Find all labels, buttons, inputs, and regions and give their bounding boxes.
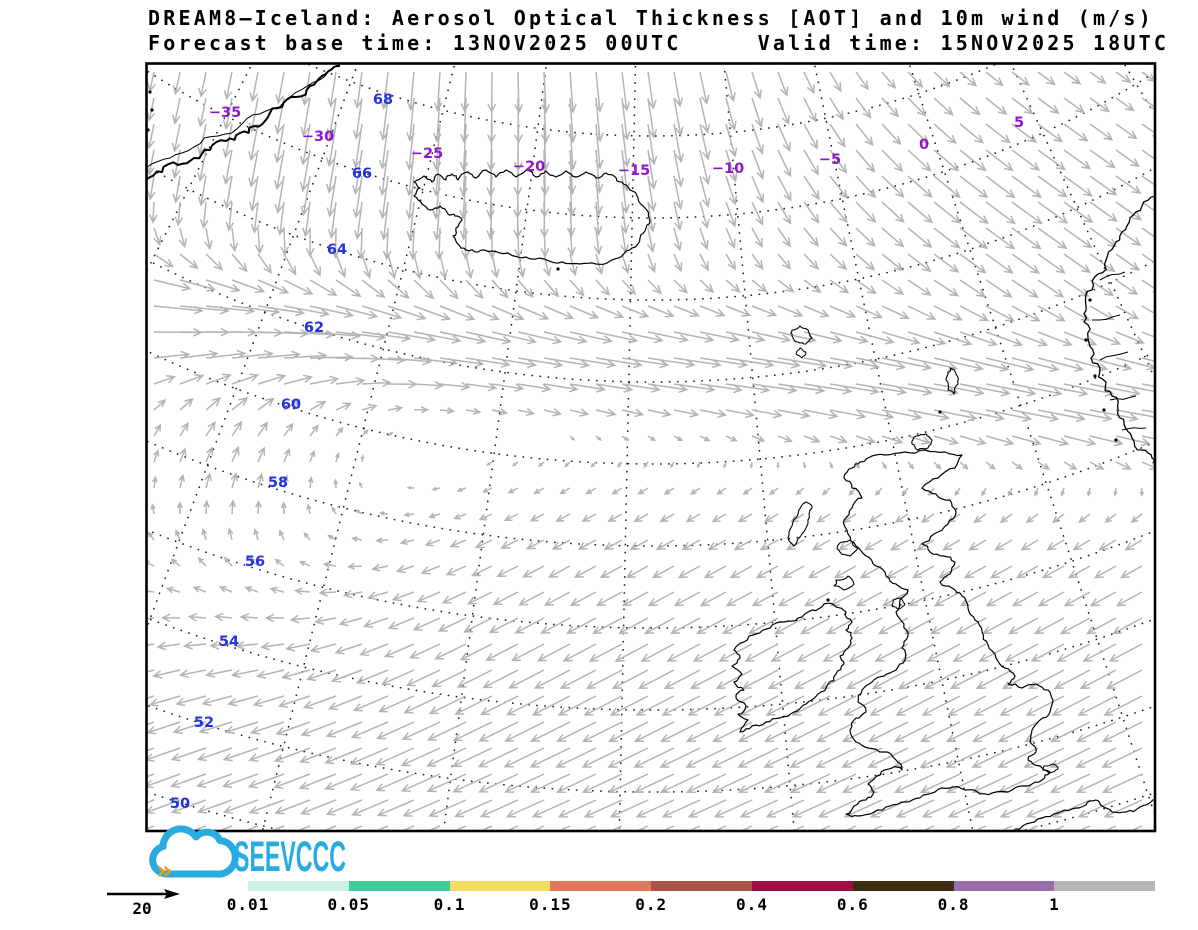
coastline-greenland-inner bbox=[147, 68, 331, 168]
parallel-line bbox=[147, 350, 1154, 465]
wind-vector-field bbox=[147, 71, 1154, 830]
longitude-label: −15 bbox=[618, 163, 650, 179]
coastline-france bbox=[1013, 798, 1154, 830]
islet bbox=[826, 598, 830, 602]
longitude-label: −35 bbox=[209, 105, 241, 121]
meridian-line bbox=[147, 64, 253, 272]
coastline-great-britain bbox=[843, 449, 1054, 817]
coastline-iceland bbox=[413, 169, 651, 265]
islet bbox=[147, 128, 150, 132]
meridian-line bbox=[147, 64, 359, 628]
longitude-label: −25 bbox=[411, 146, 443, 162]
meridian-line bbox=[813, 64, 974, 830]
latitude-label: 64 bbox=[327, 242, 347, 258]
longitude-label: −5 bbox=[819, 152, 841, 168]
coastline-isle-of-man bbox=[891, 597, 906, 610]
coastline-norway-fjord-4 bbox=[1109, 395, 1137, 401]
coastline-shetland bbox=[945, 367, 960, 395]
coastline-norway-fjord-5 bbox=[1121, 427, 1147, 431]
latitude-label: 62 bbox=[304, 320, 324, 336]
latitude-label: 58 bbox=[268, 475, 288, 491]
meridian-line bbox=[1123, 64, 1154, 115]
wind-reference-arrowhead bbox=[164, 889, 180, 899]
islet bbox=[1088, 298, 1092, 302]
latitude-label: 50 bbox=[170, 796, 190, 812]
latitude-label: 60 bbox=[281, 397, 301, 413]
coastlines bbox=[147, 64, 1154, 830]
parallel-line bbox=[147, 440, 1154, 547]
wind-arrows bbox=[147, 71, 1154, 830]
coastline-faroe-south bbox=[795, 347, 807, 359]
wind-reference-value: 20 bbox=[132, 899, 151, 918]
coastline-greenland bbox=[147, 64, 340, 181]
map-border bbox=[145, 62, 1157, 833]
coastline-norway bbox=[1083, 195, 1154, 464]
islet bbox=[938, 410, 942, 414]
map-title: DREAM8—Iceland: Aerosol Optical Thicknes… bbox=[148, 6, 1154, 30]
coastline-isle-of-wight bbox=[1042, 763, 1059, 774]
coastline-norway-fjord-3 bbox=[1099, 351, 1129, 361]
islet bbox=[556, 267, 560, 271]
coastline-norway-fjord-1 bbox=[1099, 271, 1126, 281]
coastline-norway-fjord-2 bbox=[1092, 314, 1121, 321]
meridian-line bbox=[261, 64, 456, 830]
seevccc-logo: » SEEVCCC bbox=[149, 825, 346, 886]
forecast-times: Forecast base time: 13NOV2025 00UTC Vali… bbox=[148, 31, 1170, 55]
islet bbox=[1114, 438, 1118, 442]
coastline-orkney bbox=[911, 433, 933, 451]
latitude-label: 54 bbox=[219, 634, 239, 650]
islet bbox=[150, 108, 154, 112]
longitude-label: −10 bbox=[712, 161, 744, 177]
meridian-line bbox=[908, 64, 1154, 814]
islet bbox=[148, 90, 152, 94]
latitude-label: 66 bbox=[352, 166, 372, 182]
cloud-icon bbox=[149, 825, 239, 878]
coastline-mull bbox=[833, 575, 855, 591]
wind-reference: 20 bbox=[107, 889, 180, 918]
longitude-label: −20 bbox=[513, 159, 545, 175]
islet bbox=[1093, 374, 1097, 378]
longitude-label: −30 bbox=[302, 129, 334, 145]
coastline-skye bbox=[836, 539, 859, 557]
latitude-label: 68 bbox=[373, 92, 393, 108]
longitude-label: 0 bbox=[919, 137, 929, 153]
logo-chevrons-icon: » bbox=[156, 856, 173, 886]
islet bbox=[1084, 338, 1088, 342]
longitude-label: 5 bbox=[1014, 115, 1024, 131]
coastline-ireland bbox=[731, 602, 853, 733]
parallel-line bbox=[0, 0, 1198, 54]
coastline-faroe-islands bbox=[790, 325, 813, 345]
islet bbox=[1102, 408, 1106, 412]
latitude-label: 52 bbox=[194, 715, 214, 731]
coastline-outer-hebrides bbox=[787, 501, 813, 547]
latitude-label: 56 bbox=[245, 554, 265, 570]
seevccc-logo-text: SEEVCCC bbox=[234, 833, 346, 881]
